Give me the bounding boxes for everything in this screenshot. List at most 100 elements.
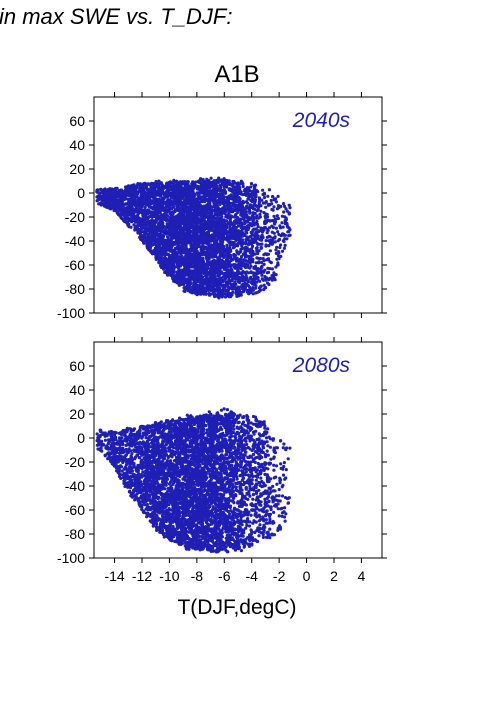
scatter-point	[189, 260, 194, 264]
scatter-point	[230, 183, 234, 187]
scatter-point	[229, 253, 233, 258]
scatter-point	[215, 207, 219, 211]
y-tick-label: 20	[69, 161, 85, 177]
scatter-point	[282, 246, 286, 250]
scatter-point	[175, 270, 179, 275]
scatter-point	[142, 218, 146, 222]
scatter-point	[174, 260, 179, 264]
scatter-point	[231, 246, 235, 250]
scatter-point	[209, 288, 213, 293]
scatter-point	[199, 195, 203, 199]
scatter-point	[284, 216, 288, 220]
scatter-point	[229, 188, 233, 192]
scatter-point	[280, 233, 284, 237]
scatter-point	[198, 221, 202, 225]
scatter-point	[236, 277, 241, 281]
scatter-point	[120, 196, 124, 200]
scatter-point	[200, 224, 204, 228]
scatter-point	[209, 261, 213, 265]
scatter-point	[100, 203, 104, 207]
scatter-point	[250, 257, 254, 261]
scatter-point	[131, 183, 135, 187]
scatter-point	[252, 227, 256, 231]
scatter-point	[129, 225, 133, 229]
scatter-point	[274, 226, 279, 230]
scatter-point	[266, 266, 270, 270]
scatter-point	[242, 206, 246, 211]
scatter-point	[184, 188, 188, 192]
scatter-point	[225, 268, 230, 272]
scatter-point	[246, 265, 250, 269]
scatter-point	[271, 276, 275, 281]
scatter-point	[271, 195, 275, 199]
scatter-point	[235, 215, 239, 220]
scatter-point	[153, 233, 157, 237]
scatter-point	[120, 192, 124, 196]
scatter-point	[220, 284, 224, 288]
scatter-point	[145, 237, 149, 241]
scatter-point	[274, 251, 278, 255]
scatter-point	[196, 207, 200, 211]
scatter-point	[248, 211, 252, 215]
scatter-point	[202, 264, 206, 268]
scatter-point	[184, 257, 188, 261]
scatter-point	[224, 229, 228, 233]
scatter-point	[226, 216, 230, 220]
scatter-point	[249, 275, 253, 279]
scatter-point	[208, 228, 212, 233]
scatter-point	[245, 206, 249, 210]
scatter-point	[135, 199, 140, 203]
scatter-point	[254, 193, 258, 197]
scatter-point	[239, 207, 243, 211]
scatter-point	[230, 291, 234, 295]
scatter-point	[174, 217, 178, 221]
scatter-point	[177, 200, 182, 204]
scatter-point	[276, 230, 280, 234]
scatter-point	[230, 208, 234, 212]
scatter-point	[266, 202, 271, 206]
scatter-point	[240, 244, 244, 248]
scatter-point	[160, 190, 165, 194]
scatter-point	[264, 205, 268, 209]
scatter-point	[257, 249, 261, 253]
scatter-point	[214, 246, 218, 250]
scatter-point	[206, 273, 210, 277]
y-tick-label: 60	[69, 113, 85, 129]
scatter-point	[220, 227, 224, 231]
scatter-point	[225, 253, 229, 258]
scatter-point	[106, 196, 110, 200]
scatter-point	[130, 187, 134, 191]
scatter-point	[208, 251, 212, 255]
panel-label: 2040s	[292, 109, 351, 132]
scatter-point	[228, 229, 232, 233]
scatter-point	[275, 207, 280, 211]
scatter-point	[195, 224, 199, 228]
scatter-point	[285, 209, 289, 213]
scatter-point	[202, 282, 206, 286]
scatter-point	[173, 196, 177, 200]
scatter-point	[257, 199, 262, 204]
scatter-point	[204, 250, 208, 254]
scatter-point	[200, 231, 204, 235]
scatter-point	[153, 194, 157, 199]
scatter-point	[250, 193, 254, 198]
scatter-point	[235, 258, 239, 263]
scatter-point	[224, 289, 228, 293]
scatter-point	[210, 274, 215, 278]
scatter-point	[125, 221, 129, 225]
scatter-point	[222, 179, 226, 183]
scatter-point	[223, 295, 228, 299]
scatter-point	[244, 238, 248, 242]
scatter-point	[244, 246, 249, 250]
scatter-point	[170, 256, 174, 260]
scatter-point	[161, 206, 165, 210]
scatter-point	[142, 182, 146, 186]
scatter-point	[124, 202, 128, 206]
scatter-point	[157, 189, 161, 193]
scatter-point	[232, 265, 236, 269]
scatter-point	[166, 198, 170, 202]
scatter-point	[245, 186, 250, 190]
scatter-point	[165, 217, 169, 221]
scatter-point	[211, 280, 215, 285]
